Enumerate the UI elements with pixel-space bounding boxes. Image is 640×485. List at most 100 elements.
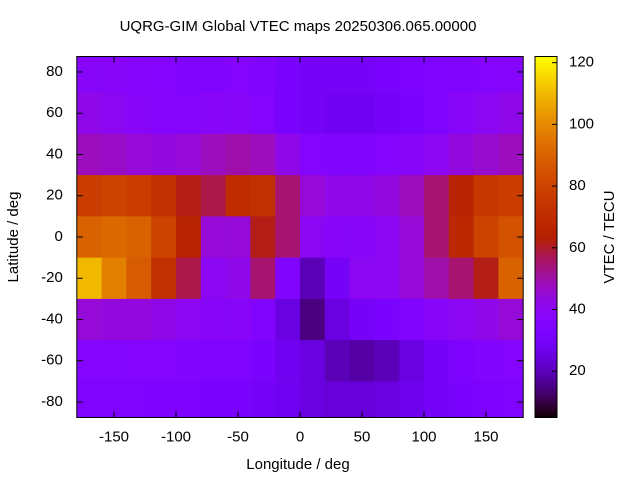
heatmap-cell xyxy=(473,340,499,382)
y-tick-label: 80 xyxy=(46,63,63,80)
y-tick-label: 0 xyxy=(54,228,62,245)
colorbar-step xyxy=(535,92,557,97)
colorbar-step xyxy=(535,62,557,67)
heatmap-cell xyxy=(126,381,152,418)
heatmap-cell xyxy=(424,175,450,217)
heatmap-cell xyxy=(250,257,276,300)
colorbar-step xyxy=(535,276,557,280)
heatmap-cell xyxy=(176,257,202,300)
heatmap-cell xyxy=(349,340,375,382)
heatmap-cell xyxy=(101,381,127,418)
colorbar-step xyxy=(535,185,557,190)
heatmap-cell xyxy=(473,298,499,341)
heatmap-cell xyxy=(374,381,400,418)
heatmap-cell xyxy=(324,133,351,176)
heatmap-cell xyxy=(101,298,127,341)
heatmap-cell xyxy=(225,298,251,341)
heatmap-cell xyxy=(250,133,276,176)
colorbar-tick-label: 40 xyxy=(569,300,586,317)
heatmap-cell xyxy=(399,216,425,259)
colorbar-step xyxy=(535,288,557,292)
heatmap-cell xyxy=(324,175,351,217)
colorbar-step xyxy=(535,176,557,181)
colorbar-tick-label: 100 xyxy=(569,115,594,132)
colorbar-step xyxy=(535,300,557,304)
colorbar-step xyxy=(535,303,557,307)
heatmap-cell xyxy=(448,298,475,341)
heatmap-cell xyxy=(324,340,351,382)
colorbar-step xyxy=(535,246,557,250)
heatmap-cell xyxy=(448,340,475,382)
heatmap-cell xyxy=(101,133,127,176)
colorbar-step xyxy=(535,68,557,73)
heatmap-cell xyxy=(374,257,400,300)
heatmap-cell xyxy=(126,175,152,217)
y-tick-label: -60 xyxy=(41,352,63,369)
heatmap-cell xyxy=(349,298,375,341)
heatmap-cell xyxy=(101,92,127,135)
colorbar-step xyxy=(535,351,557,355)
colorbar-step xyxy=(535,194,557,199)
colorbar-step xyxy=(535,396,557,400)
heatmap-cell xyxy=(101,257,127,300)
heatmap-cell xyxy=(399,133,425,176)
heatmap-cell xyxy=(324,257,351,300)
colorbar-step xyxy=(535,164,557,169)
heatmap-cell xyxy=(374,133,400,176)
colorbar-step xyxy=(535,381,557,385)
heatmap-cell xyxy=(399,175,425,217)
colorbar-step xyxy=(535,215,557,220)
heatmap-cell xyxy=(76,56,103,94)
colorbar-step xyxy=(535,146,557,151)
heatmap-cell xyxy=(250,175,276,217)
colorbar-step xyxy=(535,98,557,103)
colorbar-step xyxy=(535,152,557,157)
heatmap-cell xyxy=(151,92,177,135)
heatmap-cell xyxy=(399,92,425,135)
heatmap-cell xyxy=(126,257,152,300)
heatmap-cell xyxy=(101,56,127,94)
heatmap-cell xyxy=(225,175,251,217)
colorbar-step xyxy=(535,378,557,382)
colorbar-step xyxy=(535,107,557,112)
colorbar-step xyxy=(535,282,557,286)
heatmap-cell xyxy=(448,133,475,176)
colorbar-step xyxy=(535,65,557,70)
colorbar-step xyxy=(535,384,557,388)
colorbar-step xyxy=(535,188,557,193)
y-tick-label: -80 xyxy=(41,393,63,410)
heatmap-cell xyxy=(448,257,475,300)
heatmap-cell xyxy=(250,298,276,341)
heatmap-cell xyxy=(374,56,400,94)
heatmap-cell xyxy=(200,381,227,418)
y-tick-label: -40 xyxy=(41,310,63,327)
heatmap-cell xyxy=(151,340,177,382)
colorbar-step xyxy=(535,59,557,64)
colorbar-step xyxy=(535,408,557,412)
heatmap-cell xyxy=(200,216,227,259)
heatmap-cell xyxy=(324,92,351,135)
heatmap-cell xyxy=(250,56,276,94)
heatmap-cell xyxy=(374,216,400,259)
colorbar-step xyxy=(535,267,557,271)
heatmap-cell xyxy=(200,340,227,382)
colorbar-step xyxy=(535,95,557,100)
heatmap-cell xyxy=(498,381,524,418)
colorbar-step xyxy=(535,255,557,259)
heatmap-cell xyxy=(374,92,400,135)
heatmap-cell xyxy=(101,340,127,382)
colorbar-frame xyxy=(534,56,558,418)
heatmap-cell xyxy=(176,381,202,418)
heatmap-cell xyxy=(424,56,450,94)
colorbar-label: VTEC / TECU xyxy=(601,190,618,283)
x-axis-label: Longitude / deg xyxy=(246,456,349,473)
colorbar-tick-label: 20 xyxy=(569,362,586,379)
heatmap-cell xyxy=(300,216,326,259)
heatmap-cell xyxy=(151,56,177,94)
colorbar-step xyxy=(535,273,557,277)
heatmap-cell xyxy=(324,56,351,94)
heatmap-cell xyxy=(176,92,202,135)
heatmap-cell xyxy=(324,381,351,418)
heatmap-cell xyxy=(76,381,103,418)
colorbar-step xyxy=(535,200,557,205)
